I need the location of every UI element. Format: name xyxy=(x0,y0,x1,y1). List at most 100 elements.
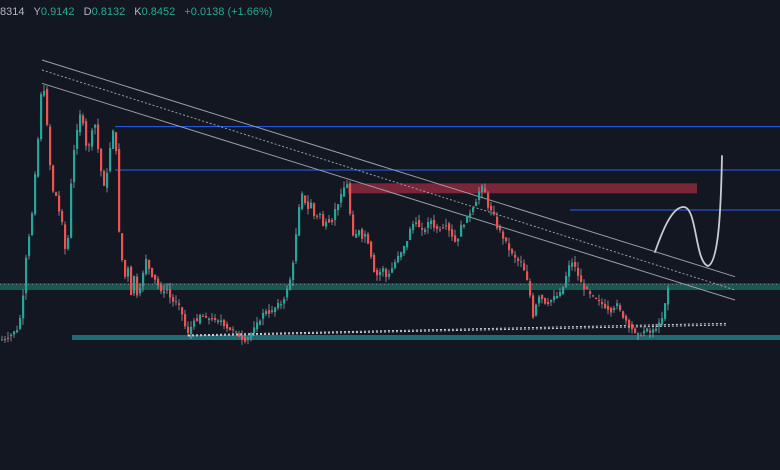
candle-body xyxy=(328,219,331,223)
candle-body xyxy=(427,221,430,228)
candle-body xyxy=(583,283,586,290)
candle-body xyxy=(448,223,451,231)
candle-body xyxy=(610,308,613,313)
candle-body xyxy=(61,211,64,223)
candle-body xyxy=(349,183,352,214)
candle-body xyxy=(442,227,445,229)
candle-body xyxy=(619,305,622,311)
candle-body xyxy=(145,258,148,274)
candle-body xyxy=(334,209,337,220)
candle-body xyxy=(388,273,391,277)
ohlc-legend: 8314 Y0.9142 D0.8132 K0.8452 +0.0138 (+1… xyxy=(0,6,272,18)
candle-body xyxy=(298,207,301,236)
candle-body xyxy=(70,183,73,238)
candle-body xyxy=(58,195,61,212)
candle-body xyxy=(160,285,163,292)
candle-body xyxy=(178,303,181,305)
candle-body xyxy=(172,297,175,302)
candle-body xyxy=(535,304,538,316)
candle-body xyxy=(13,331,16,335)
candle-body xyxy=(559,291,562,296)
rising-support-line xyxy=(187,322,728,336)
candle-body xyxy=(544,298,547,304)
candle-body xyxy=(355,234,358,238)
candle-body xyxy=(214,318,217,320)
candle-body xyxy=(259,320,262,325)
rising-support-line xyxy=(187,324,728,337)
candle-body xyxy=(322,214,325,226)
candle-body xyxy=(493,211,496,215)
candle-body xyxy=(271,310,274,312)
candle-body xyxy=(142,272,145,286)
candle-body xyxy=(64,224,67,249)
candle-body xyxy=(184,314,187,327)
candle-body xyxy=(82,115,85,124)
candle-body xyxy=(592,295,595,297)
candle-body xyxy=(316,215,319,217)
legend-close-label: K xyxy=(134,6,142,18)
candle-body xyxy=(352,214,355,236)
candle-body xyxy=(154,274,157,280)
candle-body xyxy=(634,328,637,333)
candle-body xyxy=(550,299,553,302)
candle-body xyxy=(643,330,646,334)
candle-body xyxy=(136,276,139,296)
candle-body xyxy=(118,148,121,232)
candle-body xyxy=(472,207,475,212)
candle-body xyxy=(187,326,190,333)
candle-body xyxy=(640,335,643,337)
candle-body xyxy=(127,268,130,277)
candle-body xyxy=(73,150,76,183)
candle-body xyxy=(547,302,550,305)
candle-body xyxy=(313,203,316,217)
candle-body xyxy=(28,236,31,256)
candle-body xyxy=(589,291,592,294)
candle-body xyxy=(400,252,403,258)
candle-body xyxy=(244,337,247,342)
candle-body xyxy=(34,174,37,215)
candle-body xyxy=(520,261,523,263)
candle-body xyxy=(580,275,583,283)
candle-body xyxy=(565,275,568,287)
candle-body xyxy=(532,295,535,318)
candle-body xyxy=(43,90,46,96)
candle-body xyxy=(217,320,220,322)
candle-body xyxy=(526,271,529,280)
candle-body xyxy=(397,255,400,262)
candles-layer xyxy=(1,84,670,345)
legend-high-value: 0.9142 xyxy=(40,6,75,18)
candle-body xyxy=(661,318,664,325)
candle-body xyxy=(277,303,280,308)
candle-body xyxy=(538,296,541,304)
candle-body xyxy=(274,307,277,312)
legend-open-value: 8314 xyxy=(0,6,25,18)
support-zone xyxy=(72,335,780,340)
candle-body xyxy=(301,193,304,209)
candle-body xyxy=(616,303,619,306)
candle-body xyxy=(502,231,505,239)
sketch-layer xyxy=(654,155,723,267)
candle-body xyxy=(553,296,556,300)
candle-body xyxy=(430,220,433,224)
candle-body xyxy=(469,213,472,218)
candle-body xyxy=(238,333,241,337)
candle-body xyxy=(10,334,13,337)
candle-body xyxy=(67,238,70,249)
candle-body xyxy=(106,172,109,188)
candle-body xyxy=(514,254,517,258)
candle-body xyxy=(337,204,340,210)
candle-body xyxy=(394,262,397,268)
candle-body xyxy=(130,266,133,296)
candle-body xyxy=(481,186,484,192)
candle-body xyxy=(280,304,283,306)
candle-body xyxy=(283,299,286,304)
candle-body xyxy=(655,328,658,331)
candle-body xyxy=(556,295,559,298)
candle-body xyxy=(4,339,7,341)
candle-body xyxy=(115,132,118,151)
candle-body xyxy=(466,215,469,223)
candle-body xyxy=(637,332,640,335)
candle-body xyxy=(379,271,382,275)
legend-change-value: +0.0138 (+1.66%) xyxy=(184,6,273,18)
